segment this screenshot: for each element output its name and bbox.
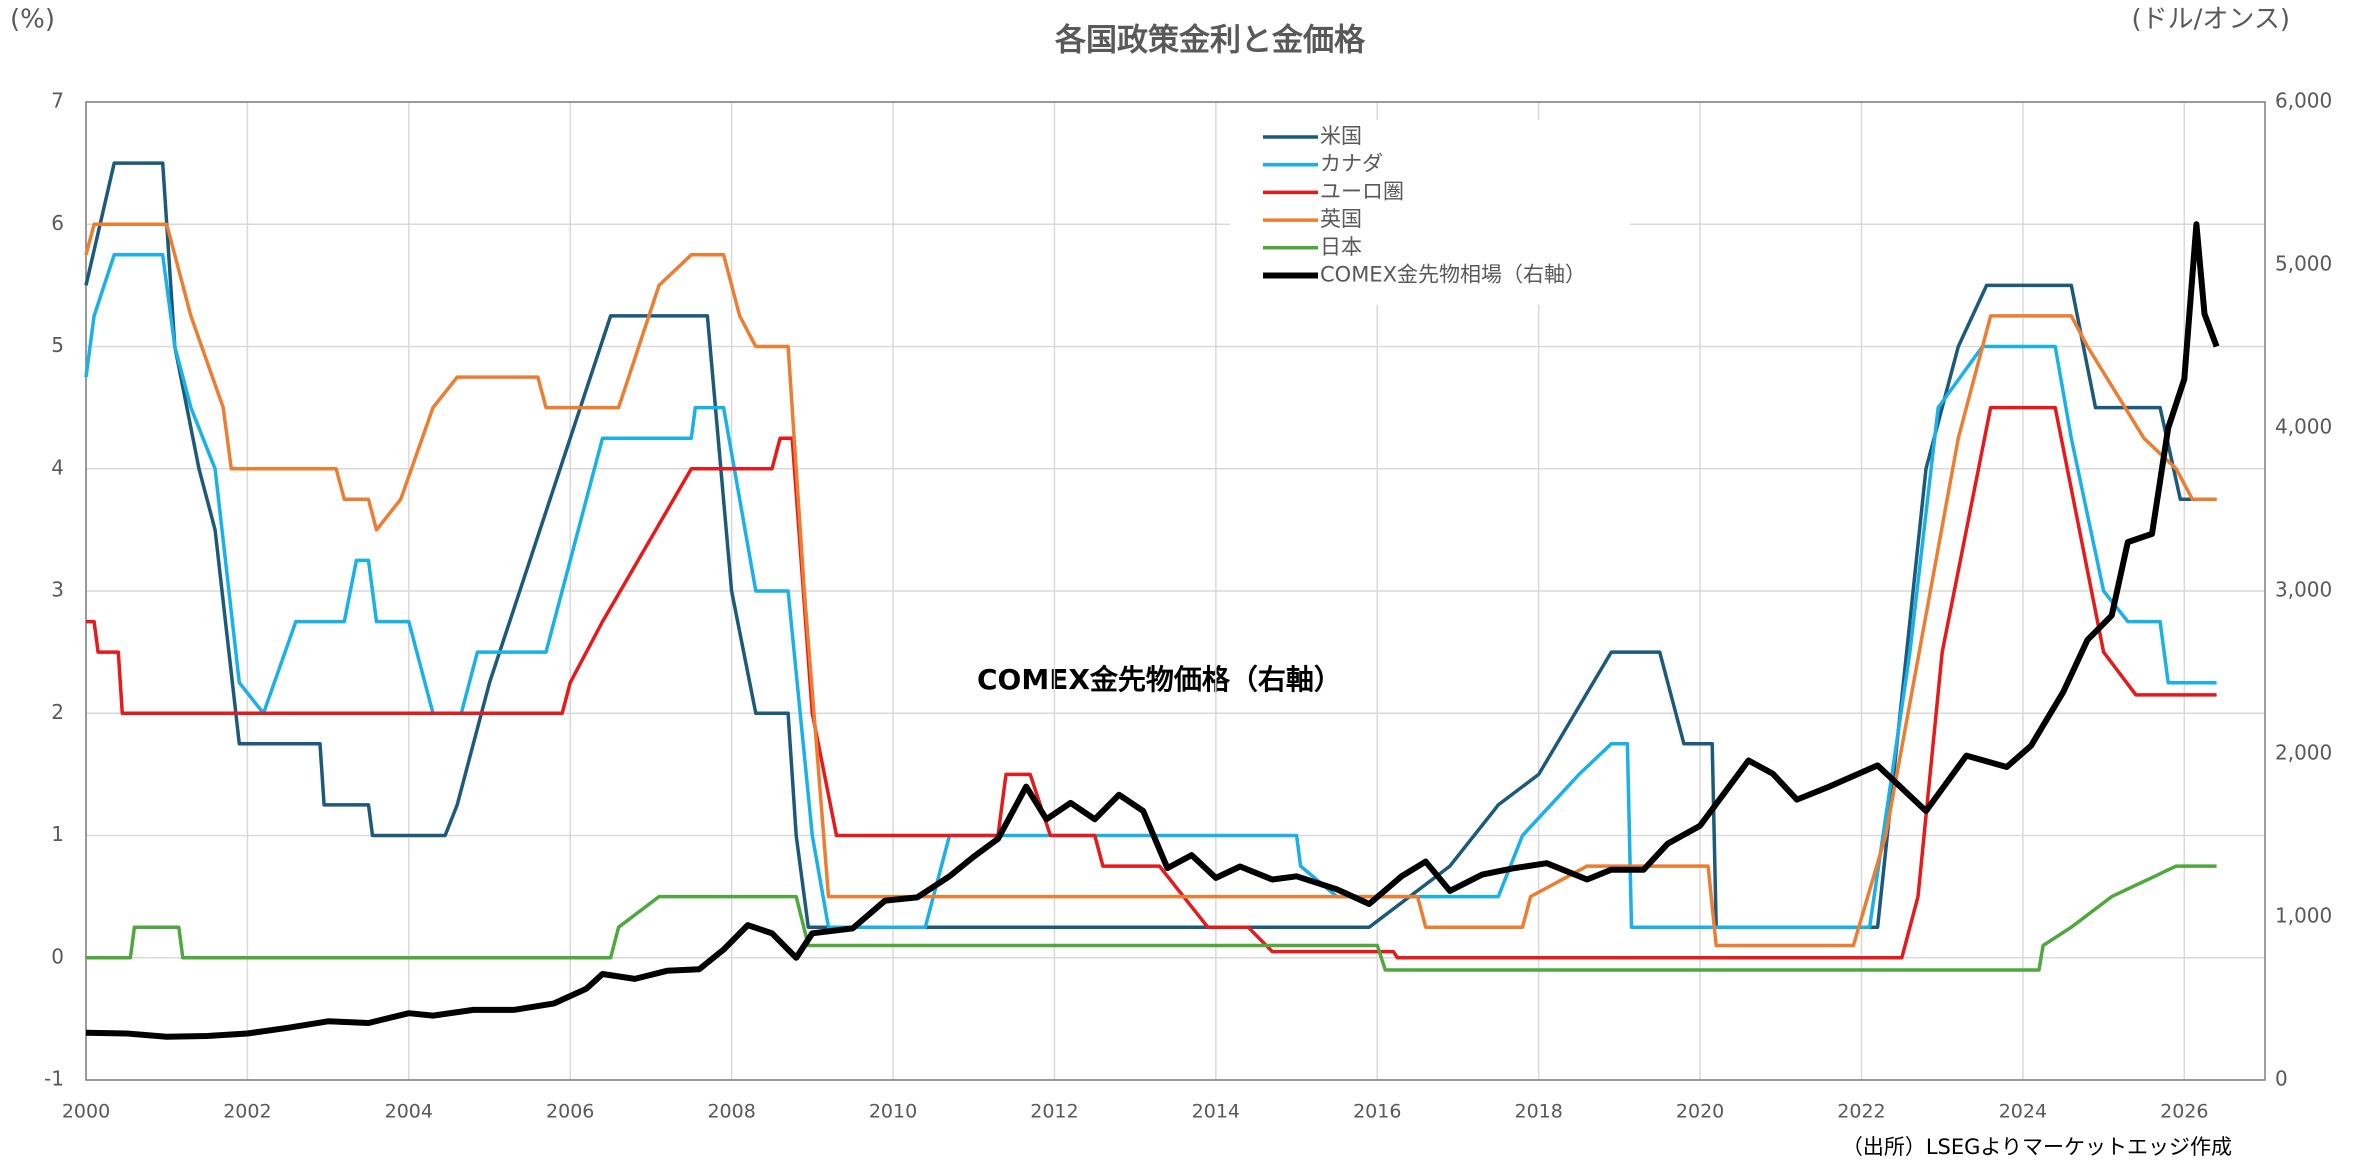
- x-tick-label: 2026: [2160, 1101, 2208, 1123]
- x-tick-label: 2016: [1353, 1101, 1401, 1123]
- legend-label: カナダ: [1320, 152, 1383, 176]
- y-tick-label: 3: [51, 578, 64, 602]
- annotation: COMEX金先物価格（右軸）: [977, 663, 1342, 696]
- plot-frame: [85, 101, 2266, 1081]
- x-tick-label: 2024: [1999, 1101, 2047, 1123]
- x-tick-label: 2008: [707, 1101, 755, 1123]
- series-line: [85, 221, 2220, 1040]
- y-axis-label: (%): [10, 5, 55, 35]
- x-tick-label: 2004: [385, 1101, 433, 1123]
- y2-axis-label: (ドル/オンス): [2131, 5, 2290, 35]
- legend-label: 米国: [1320, 124, 1362, 148]
- series-line: [84, 161, 2217, 929]
- series-line: [84, 222, 2217, 948]
- y2-tick-label: 2,000: [2275, 741, 2332, 765]
- source-note: （出所）LSEGよりマーケットエッジ作成: [1842, 1135, 2232, 1159]
- x-tick-label: 2014: [1192, 1101, 1240, 1123]
- chart-title: 各国政策金利と金価格: [1054, 23, 1366, 59]
- legend-label: 英国: [1320, 207, 1362, 231]
- series-line: [86, 864, 2217, 972]
- legend-label: COMEX金先物相場（右軸）: [1320, 263, 1586, 287]
- y2-tick-label: 3,000: [2275, 578, 2332, 602]
- x-tick-label: 2022: [1837, 1101, 1885, 1123]
- y2-tick-label: 5,000: [2275, 252, 2332, 276]
- x-tick-label: 2000: [62, 1101, 110, 1123]
- y-tick-label: -1: [44, 1067, 64, 1091]
- legend-label: 日本: [1320, 235, 1362, 259]
- y2-tick-label: 6,000: [2275, 89, 2332, 113]
- x-tick-label: 2002: [223, 1101, 271, 1123]
- y-tick-label: 7: [51, 89, 64, 113]
- y-tick-label: 0: [51, 944, 64, 968]
- y-tick-label: 5: [51, 333, 64, 357]
- legend-label: ユーロ圏: [1320, 179, 1404, 203]
- y2-tick-label: 4,000: [2275, 415, 2332, 439]
- y2-tick-label: 0: [2275, 1067, 2288, 1091]
- y-tick-label: 2: [51, 700, 64, 724]
- x-tick-label: 2012: [1030, 1101, 1078, 1123]
- x-tick-label: 2018: [1514, 1101, 1562, 1123]
- y-tick-label: 6: [51, 211, 64, 235]
- x-tick-label: 2006: [546, 1101, 594, 1123]
- y-tick-label: 1: [51, 822, 64, 846]
- x-tick-label: 2010: [869, 1101, 917, 1123]
- x-tick-label: 2020: [1676, 1101, 1724, 1123]
- y-tick-label: 4: [51, 455, 64, 479]
- y2-tick-label: 1,000: [2275, 904, 2332, 928]
